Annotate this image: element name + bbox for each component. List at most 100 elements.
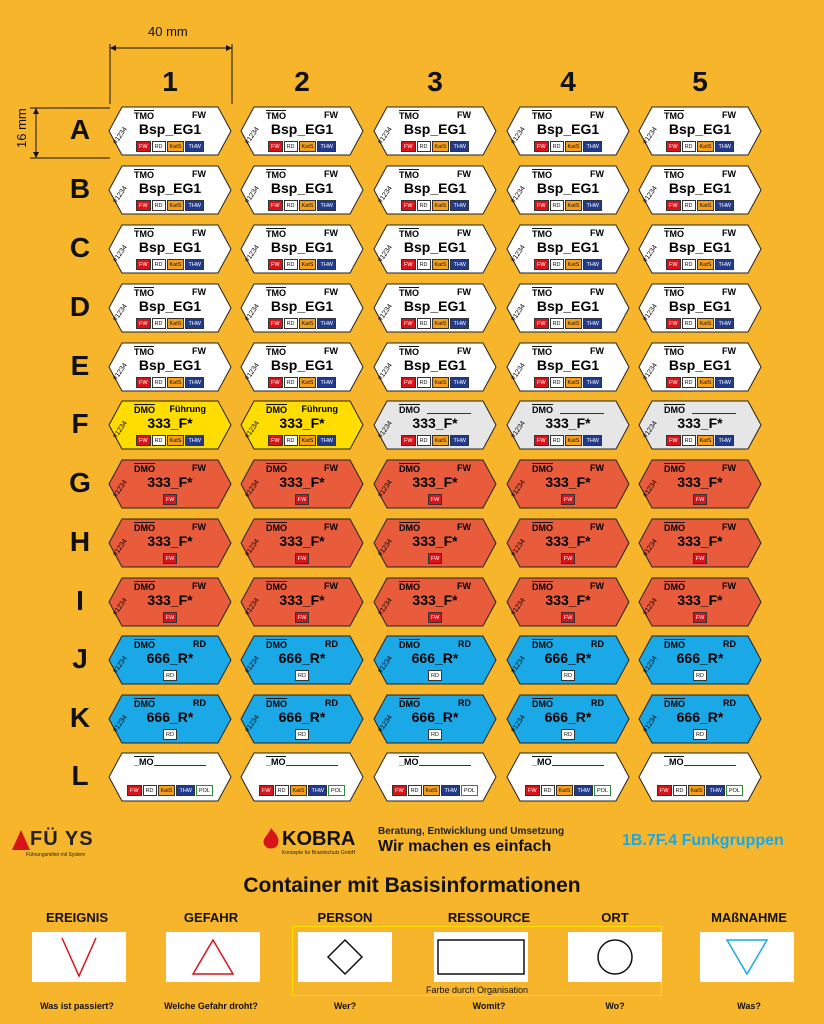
tag-group-name: 333_F*	[279, 474, 325, 490]
badge-kats: KatS	[564, 259, 583, 270]
radio-tag-L4: _MO FW RD KatS THW POL	[506, 752, 630, 802]
tag-header: DMO RD	[134, 698, 206, 709]
badge-rd: RD	[693, 729, 707, 740]
radio-tag-J1: DMO RD 666_R* #1234 RD	[108, 635, 232, 685]
tag-org-badges: FW RD KatS THW	[240, 318, 364, 329]
badge-rd: RD	[151, 377, 166, 388]
radio-tag-H2: DMO FW 333_F* #1234 FW	[240, 518, 364, 568]
tag-group-name: 333_F*	[147, 474, 193, 490]
tag-group-name: Bsp_EG1	[668, 121, 732, 137]
badge-fw: FW	[427, 612, 443, 623]
tag-header: DMO RD	[134, 639, 206, 650]
tag-mode: DMO	[399, 698, 420, 709]
radio-tag-E1: TMO FW Bsp_EG1 #1234 FW RD KatS THW	[108, 342, 232, 392]
tag-org: FW	[590, 581, 604, 591]
radio-tag-I2: DMO FW 333_F* #1234 FW	[240, 577, 364, 627]
tag-mode: DMO	[532, 522, 553, 533]
tag-org-badges: FW RD KatS THW	[240, 435, 364, 446]
tag-org	[419, 756, 471, 766]
radio-tag-H4: DMO FW 333_F* #1234 FW	[506, 518, 630, 568]
tag-org-badges: FW RD KatS THW	[108, 435, 232, 446]
width-dimension-label: 40 mm	[148, 24, 188, 39]
tag-group-name: 333_F*	[545, 533, 591, 549]
tag-org: FW	[324, 463, 338, 473]
tag-group-name: 333_F*	[147, 592, 193, 608]
badge-fw: FW	[525, 785, 540, 796]
column-header-2: 2	[294, 66, 310, 97]
tag-mode: TMO	[399, 287, 419, 298]
tag-group-name: 333_F*	[677, 415, 723, 431]
badge-thw: THW	[185, 435, 204, 446]
tag-mode: DMO	[664, 404, 685, 415]
badge-fw: FW	[401, 259, 416, 270]
tag-org-badges: FW RD KatS THW	[506, 200, 630, 211]
badge-fw: FW	[268, 318, 283, 329]
tag-shape	[373, 518, 497, 568]
circle-icon	[568, 932, 662, 982]
badge-rd: RD	[428, 729, 442, 740]
tag-org-badges: FW RD KatS THW POL	[506, 785, 630, 796]
tag-org-badges: FW RD KatS THW	[240, 259, 364, 270]
row-header-C: C	[69, 232, 91, 263]
tag-group-name: 666_R*	[278, 650, 326, 666]
tag-mode: DMO	[399, 581, 420, 592]
tag-org: FW	[722, 522, 736, 532]
tag-mode: TMO	[266, 228, 286, 239]
tag-header: DMO RD	[532, 698, 604, 709]
rectangle-icon	[434, 932, 528, 982]
badge-thw: THW	[574, 785, 593, 796]
tag-group-name: 333_F*	[412, 592, 458, 608]
tag-header: _MO	[399, 756, 471, 767]
tag-group-name: 666_R*	[278, 709, 326, 725]
tag-org: FW	[457, 287, 471, 297]
badge-thw: THW	[715, 377, 734, 388]
badge-kats: KatS	[431, 259, 450, 270]
tag-mode: TMO	[532, 228, 552, 239]
tag-org-badges: FW RD KatS THW POL	[638, 785, 762, 796]
radio-tag-G2: DMO FW 333_F* #1234 FW	[240, 459, 364, 509]
badge-fw: FW	[560, 553, 576, 564]
tag-header: TMO FW	[399, 110, 471, 121]
tag-shape	[506, 694, 630, 744]
tag-org-badges: FW	[108, 612, 232, 623]
radio-tag-B3: TMO FW Bsp_EG1 #1234 FW RD KatS THW	[373, 165, 497, 215]
radio-tag-I3: DMO FW 333_F* #1234 FW	[373, 577, 497, 627]
badge-thw: THW	[185, 318, 204, 329]
badge-pol: POL	[725, 785, 743, 796]
badge-kats: KatS	[431, 318, 450, 329]
tag-header: TMO FW	[266, 110, 338, 121]
badge-fw: FW	[427, 553, 443, 564]
slogan-big: Wir machen es einfach	[378, 838, 552, 855]
radio-tag-J2: DMO RD 666_R* #1234 RD	[240, 635, 364, 685]
tag-mode: DMO	[399, 404, 420, 415]
tag-shape	[240, 694, 364, 744]
badge-kats: KatS	[166, 318, 185, 329]
tag-group-name: Bsp_EG1	[536, 357, 600, 373]
badge-fw: FW	[294, 553, 310, 564]
column-header-1: 1	[162, 66, 178, 97]
tag-header: DMO RD	[532, 639, 604, 650]
badge-fw: FW	[534, 318, 549, 329]
basis-question-5: Was?	[737, 1001, 761, 1011]
radio-tag-F5: DMO 333_F* #1234 FW RD KatS THW	[638, 400, 762, 450]
tag-org: FW	[324, 169, 338, 179]
tag-header: TMO FW	[532, 110, 604, 121]
badge-rd: RD	[561, 729, 575, 740]
tag-group-name: Bsp_EG1	[668, 180, 732, 196]
badge-rd: RD	[428, 670, 442, 681]
badge-kats: KatS	[298, 259, 317, 270]
badge-thw: THW	[317, 200, 336, 211]
radio-tag-A1: TMO FW Bsp_EG1 #1234 FW RD KatS THW	[108, 106, 232, 156]
tag-shape	[506, 459, 630, 509]
tag-org-badges: RD	[108, 670, 232, 681]
tag-header: _MO	[266, 756, 338, 767]
tag-org: FW	[324, 346, 338, 356]
kobra-logo: KOBRA Konzepte für Brandschutz GmbH	[262, 826, 382, 858]
tag-mode: _MO	[532, 756, 552, 767]
tag-org-badges: FW RD KatS THW	[108, 141, 232, 152]
tag-group-name: Bsp_EG1	[270, 239, 334, 255]
badge-kats: KatS	[298, 318, 317, 329]
tag-group-name: 333_F*	[412, 533, 458, 549]
badge-rd: RD	[283, 259, 298, 270]
badge-fw: FW	[136, 259, 151, 270]
